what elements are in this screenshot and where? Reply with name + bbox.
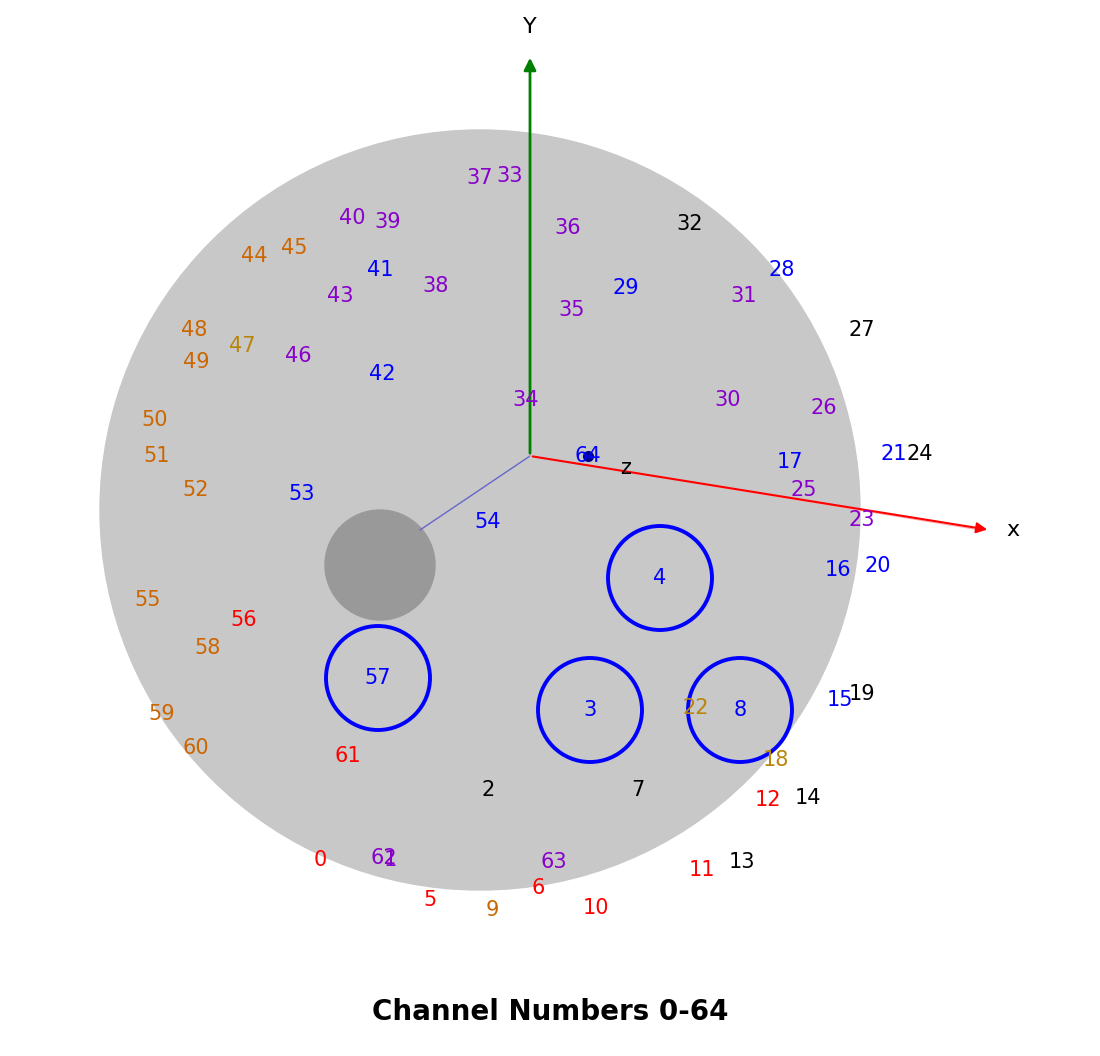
Text: 61: 61 — [334, 746, 361, 766]
Text: 42: 42 — [368, 364, 395, 384]
Text: 6: 6 — [531, 878, 544, 898]
Text: 56: 56 — [231, 610, 257, 630]
Text: 60: 60 — [183, 738, 209, 758]
Text: 36: 36 — [554, 218, 581, 238]
Text: 51: 51 — [144, 446, 170, 466]
Text: 47: 47 — [229, 336, 255, 356]
Text: 43: 43 — [327, 286, 353, 306]
Text: 21: 21 — [881, 444, 907, 464]
Text: 18: 18 — [762, 750, 789, 770]
Text: 28: 28 — [769, 260, 795, 280]
Text: 16: 16 — [825, 560, 851, 580]
Text: Channel Numbers 0-64: Channel Numbers 0-64 — [372, 998, 728, 1026]
Text: 58: 58 — [195, 638, 221, 658]
Text: 9: 9 — [485, 900, 498, 920]
Circle shape — [100, 130, 860, 890]
Text: 57: 57 — [365, 668, 392, 689]
Text: 35: 35 — [559, 300, 585, 320]
Text: x: x — [1006, 520, 1019, 540]
Text: 55: 55 — [134, 590, 162, 610]
Text: 48: 48 — [180, 320, 207, 340]
Text: 32: 32 — [676, 214, 703, 234]
Text: 52: 52 — [183, 480, 209, 499]
Text: 11: 11 — [689, 860, 715, 880]
Text: 44: 44 — [241, 246, 267, 266]
Text: 27: 27 — [849, 320, 876, 340]
Text: 34: 34 — [513, 390, 539, 410]
Text: 39: 39 — [375, 212, 402, 232]
Text: 13: 13 — [728, 852, 756, 872]
Text: 54: 54 — [475, 512, 502, 532]
Text: 19: 19 — [849, 684, 876, 704]
Text: 38: 38 — [422, 276, 449, 296]
Text: 29: 29 — [613, 278, 639, 298]
Text: 12: 12 — [755, 790, 781, 810]
Text: 62: 62 — [371, 848, 397, 868]
Text: 46: 46 — [285, 346, 311, 366]
Text: 0: 0 — [314, 850, 327, 870]
Text: 2: 2 — [482, 780, 495, 800]
Text: 31: 31 — [730, 286, 757, 306]
Text: 23: 23 — [849, 510, 876, 530]
Text: 50: 50 — [142, 410, 168, 430]
Text: 49: 49 — [183, 352, 209, 372]
Text: Y: Y — [524, 17, 537, 37]
Text: 33: 33 — [497, 166, 524, 186]
Text: 7: 7 — [631, 780, 645, 800]
Text: 26: 26 — [811, 398, 837, 418]
Text: 59: 59 — [148, 704, 175, 724]
Text: 53: 53 — [288, 484, 316, 504]
Text: 24: 24 — [906, 444, 933, 464]
Text: 40: 40 — [339, 208, 365, 228]
Text: 20: 20 — [865, 557, 891, 576]
Text: 4: 4 — [653, 568, 667, 588]
Text: 25: 25 — [791, 480, 817, 499]
Text: 1: 1 — [384, 850, 397, 870]
Text: 5: 5 — [424, 890, 437, 910]
Text: 64: 64 — [574, 446, 602, 466]
Text: 22: 22 — [683, 698, 710, 718]
Text: 15: 15 — [827, 690, 854, 710]
Text: 41: 41 — [366, 260, 394, 280]
Text: 37: 37 — [466, 168, 493, 188]
Text: z: z — [620, 458, 631, 478]
Text: 14: 14 — [794, 788, 822, 808]
Circle shape — [324, 510, 435, 620]
Text: 3: 3 — [583, 700, 596, 720]
Text: 10: 10 — [583, 898, 609, 918]
Text: 45: 45 — [280, 238, 307, 258]
Text: 8: 8 — [734, 700, 747, 720]
Text: 17: 17 — [777, 452, 803, 472]
Text: 30: 30 — [715, 390, 741, 410]
Text: 63: 63 — [541, 852, 568, 872]
